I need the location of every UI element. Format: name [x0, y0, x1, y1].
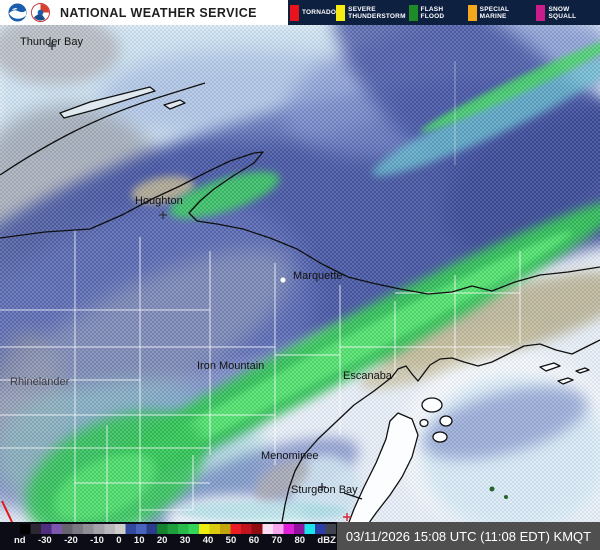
dbz-tick: 40 — [202, 535, 214, 546]
sturgeon-bay-canal — [343, 492, 363, 500]
flash-flood-swatch — [408, 4, 418, 21]
nws-logo-icon[interactable] — [31, 3, 50, 22]
dbz-tick: 70 — [271, 535, 283, 546]
island — [539, 362, 561, 372]
dbz-tick: 30 — [179, 535, 191, 546]
warning-legend: TORNADO SEVERE THUNDERSTORM FLASH FLOOD … — [288, 0, 600, 25]
legend-item-snow-squall: SNOW SQUALL — [536, 4, 598, 21]
cross-marker — [48, 42, 56, 50]
shorelines — [0, 82, 600, 522]
timestamp-text: 03/11/2026 15:08 UTC (11:08 EDT) KMQT — [345, 528, 592, 544]
noaa-logo-icon[interactable] — [8, 3, 27, 22]
legend-item-special-marine: SPECIAL MARINE — [467, 4, 537, 21]
island — [419, 418, 429, 428]
legend-item-flash-flood: FLASH FLOOD — [408, 4, 468, 21]
dbz-gradient-bar — [20, 524, 336, 534]
map-markers — [48, 42, 351, 521]
county-lines — [0, 61, 521, 522]
cross-marker — [159, 211, 167, 219]
island — [439, 415, 453, 427]
city-dot-marker — [280, 277, 286, 283]
snow-squall-label: SNOW SQUALL — [548, 5, 577, 20]
cross-marker — [343, 513, 351, 521]
echo-blob — [177, 501, 347, 521]
echo-blob — [0, 25, 120, 85]
dbz-tick: -10 — [90, 535, 104, 546]
superior-north-shore — [0, 82, 206, 176]
dbz-tick: 10 — [133, 535, 145, 546]
superior-south-shore — [0, 151, 600, 295]
island — [432, 431, 448, 443]
lake-michigan-north-shore — [391, 339, 600, 382]
island — [504, 495, 508, 499]
site-title: NATIONAL WEATHER SERVICE — [60, 5, 257, 20]
island — [489, 486, 495, 492]
special-marine-swatch — [467, 4, 477, 21]
warning-polygon-edge — [1, 500, 13, 522]
legend-item-tornado: TORNADO — [290, 4, 337, 21]
dbz-tick: 20 — [156, 535, 168, 546]
green-bay-west-shore — [281, 376, 393, 522]
dbz-tick: 50 — [225, 535, 237, 546]
island — [575, 367, 590, 374]
small-island — [163, 99, 186, 110]
cross-marker — [318, 483, 326, 491]
bottom-bar: nd -30 -20 -10 0 10 20 30 40 50 60 70 80… — [0, 522, 600, 550]
special-marine-label: SPECIAL MARINE — [479, 5, 510, 20]
dbz-tick: 0 — [116, 535, 122, 546]
header-bar: NATIONAL WEATHER SERVICE TORNADO SEVERE … — [0, 0, 600, 25]
radar-map[interactable]: Thunder Bay Houghton Marquette Iron Moun… — [0, 25, 600, 522]
tornado-label: TORNADO — [302, 9, 337, 16]
island — [557, 377, 574, 385]
dbz-scale-labels: nd -30 -20 -10 0 10 20 30 40 50 60 70 80… — [14, 535, 336, 546]
snow-squall-swatch — [536, 4, 546, 21]
timestamp-panel: 03/11/2026 15:08 UTC (11:08 EDT) KMQT — [337, 522, 600, 550]
severe-thunderstorm-label: SEVERE THUNDERSTORM — [348, 5, 406, 20]
tornado-swatch — [290, 4, 299, 21]
nws-brand: NATIONAL WEATHER SERVICE — [8, 0, 257, 25]
dbz-tick: -30 — [37, 535, 52, 546]
geography-overlay — [0, 42, 600, 522]
door-peninsula — [348, 412, 419, 522]
dbz-tick: 60 — [248, 535, 260, 546]
legend-item-severe-thunderstorm: SEVERE THUNDERSTORM — [336, 4, 408, 21]
severe-thunderstorm-swatch — [336, 4, 346, 21]
dbz-tick: nd — [14, 535, 26, 546]
dbz-unit-label: dBZ — [317, 535, 336, 546]
dbz-tick: -20 — [64, 535, 78, 546]
dbz-tick: 80 — [294, 535, 306, 546]
isle-royale-island — [59, 86, 156, 119]
island — [421, 397, 443, 413]
flash-flood-label: FLASH FLOOD — [420, 5, 445, 20]
